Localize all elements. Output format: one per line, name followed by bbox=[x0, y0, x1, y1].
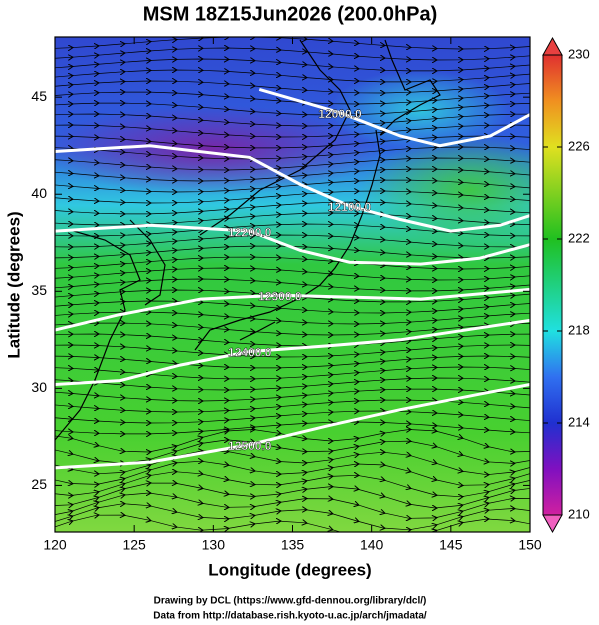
x-tick-label: 145 bbox=[439, 537, 463, 553]
x-tick-label: 125 bbox=[122, 537, 146, 553]
colorbar bbox=[542, 54, 563, 516]
y-tick-label: 35 bbox=[31, 282, 47, 298]
y-axis-label: Latitude (degrees) bbox=[4, 211, 23, 358]
colorbar-tick-label: 218 bbox=[568, 322, 590, 337]
contours: 12000.0 12100.0 12200.0 12300.0 12400.0 12500… bbox=[55, 87, 530, 470]
contour-label: 12000.0 bbox=[318, 107, 362, 121]
x-tick-label: 150 bbox=[518, 537, 542, 553]
contour-line bbox=[55, 287, 530, 332]
contour-line bbox=[55, 383, 530, 470]
contour-line bbox=[55, 144, 530, 233]
contour-label: 12200.0 bbox=[228, 225, 272, 239]
colorbar-tick-label: 222 bbox=[568, 230, 590, 245]
contour-line bbox=[55, 223, 530, 266]
note: Data from http://database.rish.kyoto-u.a… bbox=[153, 611, 427, 622]
y-tick-label: 30 bbox=[31, 379, 47, 395]
x-tick-label: 130 bbox=[202, 537, 226, 553]
chart-title: MSM 18Z15Jun2026 (200.0hPa) bbox=[143, 3, 438, 25]
x-axis-label: Longitude (degrees) bbox=[208, 560, 371, 579]
streamlines bbox=[55, 37, 530, 532]
contour-label: 12100.0 bbox=[328, 200, 372, 214]
x-tick-label: 135 bbox=[281, 537, 305, 553]
coastline bbox=[55, 39, 441, 441]
colorbar-tick-label: 226 bbox=[568, 138, 590, 153]
contour-line bbox=[55, 318, 530, 386]
note: Drawing by DCL (https://www.gfd-dennou.o… bbox=[154, 596, 427, 607]
y-tick-label: 25 bbox=[31, 476, 47, 492]
contour-line bbox=[258, 87, 530, 148]
colorbar-extend bbox=[542, 36, 563, 56]
x-tick-label: 140 bbox=[360, 537, 384, 553]
colorbar-tick-label: 214 bbox=[568, 414, 590, 429]
contour-label: 12400.0 bbox=[228, 346, 272, 360]
contour-label: 12300.0 bbox=[258, 289, 302, 303]
colorbar-extend bbox=[542, 514, 563, 534]
x-tick-label: 120 bbox=[43, 537, 67, 553]
y-tick-label: 40 bbox=[31, 185, 47, 201]
streamline bbox=[55, 515, 530, 532]
colorbar-tick-label: 230 bbox=[568, 46, 590, 61]
field: 12000.0 12100.0 12200.0 12300.0 12400.0 12500… bbox=[55, 37, 530, 532]
contour-label: 12500.0 bbox=[228, 439, 272, 453]
colorbar-tick-label: 210 bbox=[568, 506, 590, 521]
y-tick-label: 45 bbox=[31, 88, 47, 104]
